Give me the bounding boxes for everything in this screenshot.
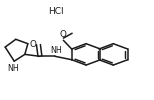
Text: O: O bbox=[60, 30, 67, 39]
Text: O: O bbox=[30, 40, 37, 49]
Text: HCl: HCl bbox=[48, 7, 64, 16]
Text: NH: NH bbox=[50, 46, 62, 55]
Text: NH: NH bbox=[7, 64, 19, 73]
